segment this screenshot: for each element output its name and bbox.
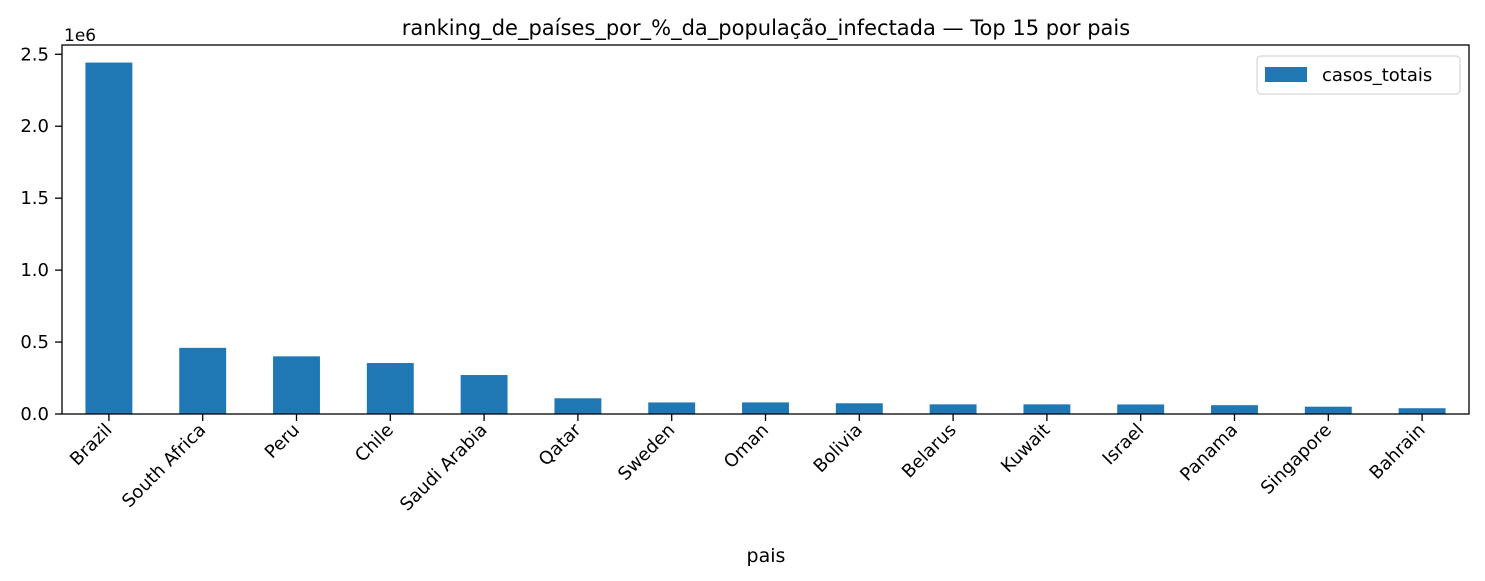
bar-bolivia <box>835 403 883 414</box>
y-tick-label: 2.0 <box>20 116 49 137</box>
x-tick-label: Bolivia <box>810 420 867 477</box>
bar-belarus <box>929 404 977 414</box>
bar-sweden <box>648 402 696 414</box>
bar-chile <box>366 363 414 414</box>
x-tick-label: Sweden <box>614 420 679 485</box>
x-tick-label: Belarus <box>898 420 961 483</box>
legend-label: casos_totais <box>1322 65 1432 86</box>
legend: casos_totais <box>1256 55 1461 95</box>
x-axis-label: pais <box>747 545 786 567</box>
x-tick-label: Panama <box>1176 420 1242 486</box>
bar-kuwait <box>1023 404 1071 414</box>
x-tick-label: Bahrain <box>1366 420 1430 484</box>
bar-peru <box>273 356 320 414</box>
x-tick-label: Singapore <box>1257 420 1336 499</box>
y-tick-label: 0.0 <box>20 404 49 425</box>
bar-bahrain <box>1398 408 1446 414</box>
bar-singapore <box>1304 406 1352 414</box>
bar-israel <box>1117 404 1165 414</box>
bar-saudi-arabia <box>460 375 508 414</box>
y-axis: 0.0 0.5 1.0 1.5 2.0 2.5 <box>20 44 62 425</box>
chart-title: ranking_de_países_por_%_da_população_inf… <box>402 16 1130 41</box>
x-tick-label: Israel <box>1099 420 1149 470</box>
plot-frame <box>61 44 1470 415</box>
bars-layer <box>85 62 1446 414</box>
x-tick-label: Qatar <box>535 419 586 470</box>
y-tick-label: 0.5 <box>20 332 49 353</box>
y-tick-label: 2.5 <box>20 44 49 65</box>
bar-south-africa <box>179 347 227 414</box>
y-tick-label: 1.5 <box>20 188 49 209</box>
x-tick-label: Chile <box>351 420 398 467</box>
x-tick-label: Saudi Arabia <box>396 420 492 516</box>
x-tick-label: Oman <box>720 420 773 473</box>
bar-panama <box>1211 405 1258 414</box>
y-axis-offset-label: 1e6 <box>64 26 96 46</box>
x-tick-label: South Africa <box>118 420 210 512</box>
bar-qatar <box>554 398 602 414</box>
x-tick-label: Brazil <box>66 420 116 470</box>
x-tick-label: Kuwait <box>997 420 1054 477</box>
y-tick-label: 1.0 <box>20 260 49 281</box>
legend-swatch <box>1265 67 1307 82</box>
bar-oman <box>742 402 789 414</box>
x-tick-label: Peru <box>261 420 304 463</box>
bar-brazil <box>85 62 133 414</box>
legend-box <box>1256 55 1461 95</box>
